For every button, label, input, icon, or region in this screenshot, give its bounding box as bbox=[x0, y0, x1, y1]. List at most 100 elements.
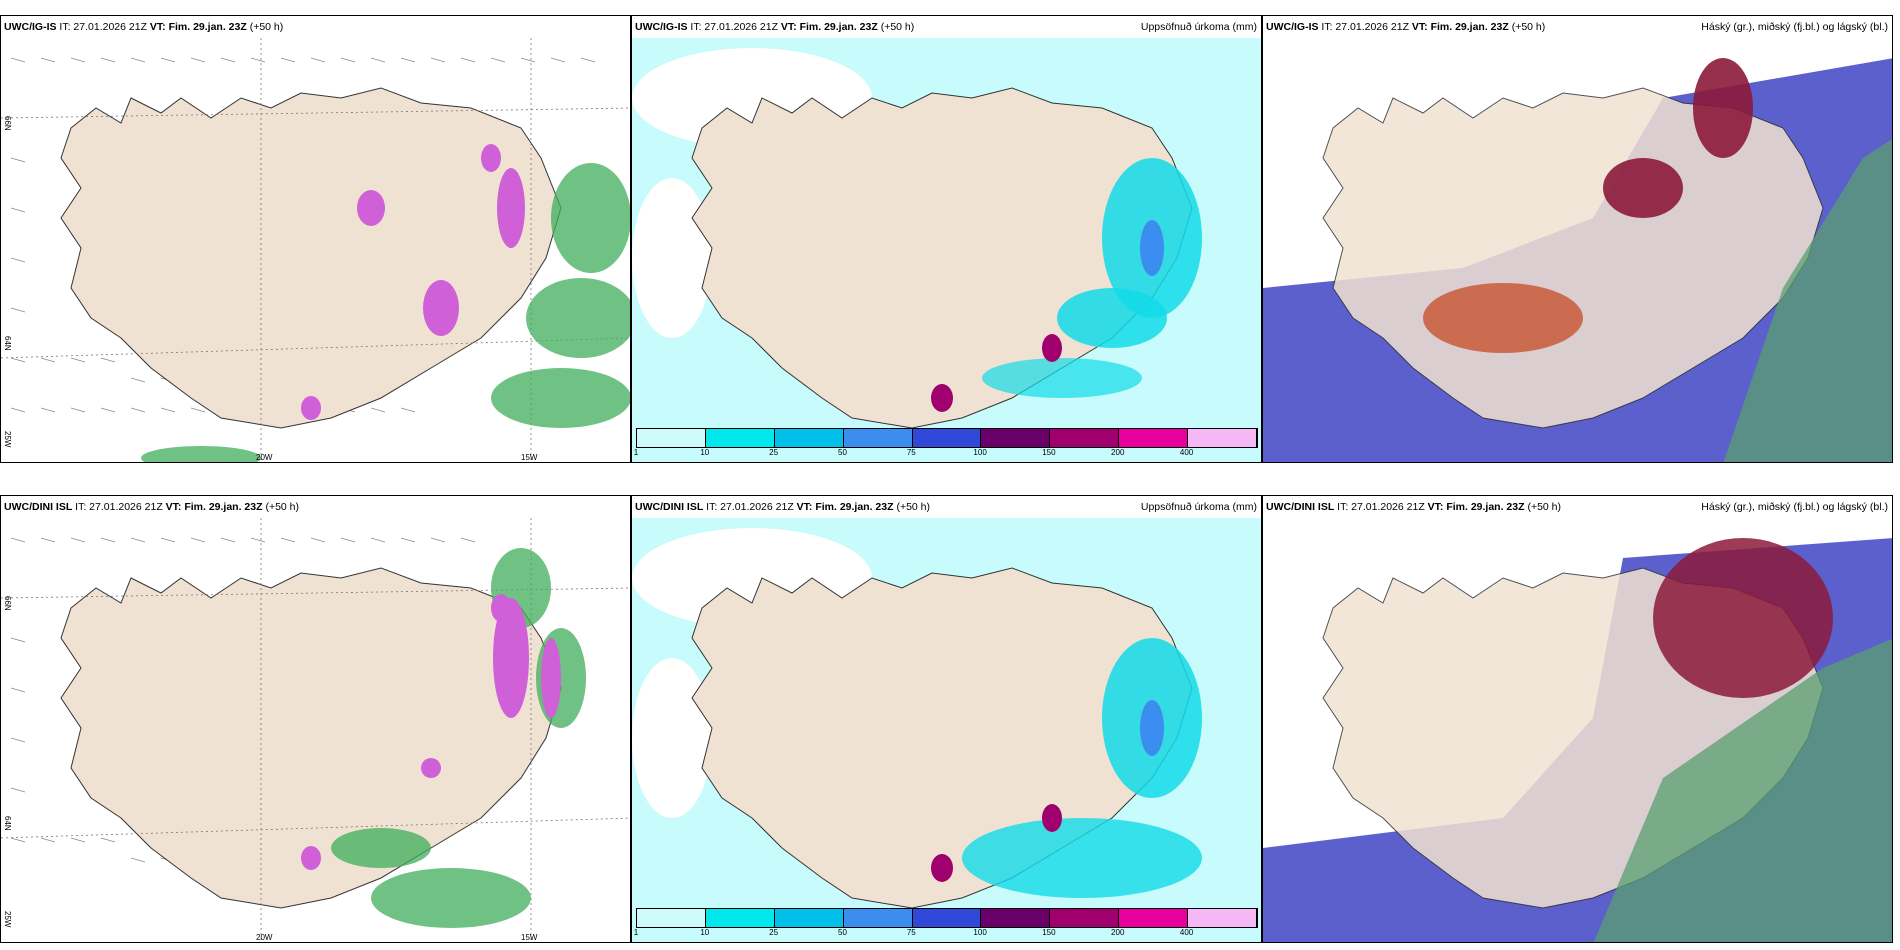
colorbar-tick: 10 bbox=[700, 928, 710, 937]
wind-barbs bbox=[10, 537, 476, 863]
valid-time: Fim. 29.jan. 23Z bbox=[815, 501, 894, 513]
colorbar-swatch bbox=[843, 909, 913, 927]
colorbar-tick: 75 bbox=[906, 448, 916, 457]
wind-precip-map bbox=[1, 518, 630, 942]
init-time: 27.01.2026 21Z bbox=[704, 21, 778, 33]
colorbar-tick: 100 bbox=[973, 928, 987, 937]
snow-areas bbox=[301, 144, 525, 420]
lon-label-2: 15W bbox=[521, 933, 538, 942]
valid-time: Fim. 29.jan. 23Z bbox=[1446, 501, 1525, 513]
colorbar-swatch bbox=[1119, 909, 1189, 927]
colorbar-swatch bbox=[843, 429, 913, 447]
colorbar-tick: 200 bbox=[1111, 928, 1125, 937]
colorbar-swatch bbox=[774, 429, 844, 447]
colorbar-tick: 100 bbox=[973, 448, 987, 457]
lat-label-2: 64N bbox=[3, 336, 12, 351]
colorbar-swatch bbox=[705, 909, 775, 927]
cloud-map bbox=[1263, 38, 1892, 462]
panel-header: UWC/IG-IS IT: 27.01.2026 21Z VT: Fim. 29… bbox=[632, 16, 1261, 38]
model-name: UWC/DINI ISL bbox=[635, 501, 704, 513]
colorbar-swatch bbox=[912, 909, 982, 927]
colorbar-tick: 75 bbox=[906, 928, 916, 937]
colorbar-tick: 25 bbox=[769, 928, 779, 937]
panel-header: UWC/DINI ISL IT: 27.01.2026 21Z VT: Fim.… bbox=[632, 496, 1261, 518]
valid-time: Fim. 29.jan. 23Z bbox=[799, 21, 878, 33]
wind-precip-map bbox=[1, 38, 630, 462]
panel-clouds-ig: UWC/IG-IS IT: 27.01.2026 21Z VT: Fim. 29… bbox=[1262, 15, 1893, 463]
panel-accum-precip-dini: UWC/DINI ISL IT: 27.01.2026 21Z VT: Fim.… bbox=[631, 495, 1262, 943]
colorbar-tick: 150 bbox=[1042, 448, 1056, 457]
panel-title: Háský (gr.), miðský (fj.bl.) og lágský (… bbox=[1701, 21, 1888, 33]
lon-label-1: 20W bbox=[256, 933, 273, 942]
panel-header: UWC/IG-IS IT: 27.01.2026 21Z VT: Fim. 29… bbox=[4, 21, 284, 33]
model-name: UWC/DINI ISL bbox=[1266, 501, 1335, 513]
colorbar-swatch bbox=[1188, 429, 1258, 447]
lon-label-2: 15W bbox=[521, 453, 538, 462]
vt-label: VT: bbox=[1427, 501, 1444, 513]
colorbar-tick: 400 bbox=[1179, 448, 1194, 457]
colorbar-tick: 1 bbox=[633, 928, 639, 937]
lon-label-3: 25W bbox=[3, 911, 12, 928]
lon-label-3: 25W bbox=[3, 431, 12, 448]
vt-label: VT: bbox=[165, 501, 182, 513]
colorbar-swatch bbox=[705, 429, 775, 447]
accum-precip-map bbox=[632, 518, 1261, 942]
accum-precip-map bbox=[632, 38, 1261, 462]
colorbar-swatch bbox=[1050, 429, 1120, 447]
colorbar bbox=[636, 428, 1258, 448]
model-name: UWC/IG-IS bbox=[635, 21, 688, 33]
lead-time: (+50 h) bbox=[880, 21, 915, 33]
colorbar-tick: 150 bbox=[1042, 928, 1056, 937]
valid-time: Fim. 29.jan. 23Z bbox=[184, 501, 263, 513]
cloud-map bbox=[1263, 518, 1892, 942]
colorbar-ticks: 1 10 25 50 75 100 150 200 400 bbox=[633, 928, 1256, 940]
panel-wind-precip-dini: UWC/DINI ISL IT: 27.01.2026 21Z VT: Fim.… bbox=[0, 495, 631, 943]
colorbar-swatch bbox=[1050, 909, 1120, 927]
precip-areas bbox=[931, 638, 1202, 898]
colorbar-swatch bbox=[637, 429, 706, 447]
colorbar-ticks: 1 10 25 50 75 100 150 200 400 bbox=[633, 448, 1256, 460]
colorbar-tick: 25 bbox=[769, 448, 779, 457]
panel-clouds-dini: UWC/DINI ISL IT: 27.01.2026 21Z VT: Fim.… bbox=[1262, 495, 1893, 943]
lead-time: (+50 h) bbox=[249, 21, 284, 33]
colorbar-tick: 50 bbox=[838, 448, 847, 457]
panel-header: UWC/DINI ISL IT: 27.01.2026 21Z VT: Fim.… bbox=[4, 501, 300, 513]
init-time: 27.01.2026 21Z bbox=[1351, 501, 1425, 513]
panel-accum-precip-ig: UWC/IG-IS IT: 27.01.2026 21Z VT: Fim. 29… bbox=[631, 15, 1262, 463]
colorbar-swatch bbox=[1119, 429, 1189, 447]
colorbar-swatch bbox=[981, 429, 1051, 447]
colorbar-swatch bbox=[1188, 909, 1258, 927]
colorbar bbox=[636, 908, 1258, 928]
snow-areas bbox=[301, 594, 561, 870]
lon-label-1: 20W bbox=[256, 453, 273, 462]
valid-time: Fim. 29.jan. 23Z bbox=[1430, 21, 1509, 33]
lat-label-1: 66N bbox=[3, 116, 12, 131]
precip-areas bbox=[931, 158, 1202, 412]
iceland-landmass bbox=[60, 87, 562, 429]
init-time: 27.01.2026 21Z bbox=[89, 501, 163, 513]
valid-time: Fim. 29.jan. 23Z bbox=[168, 21, 247, 33]
vt-label: VT: bbox=[1411, 21, 1428, 33]
lead-time: (+50 h) bbox=[896, 501, 931, 513]
colorbar-tick: 50 bbox=[838, 928, 847, 937]
colorbar-tick: 1 bbox=[633, 448, 639, 457]
panel-title: Háský (gr.), miðský (fj.bl.) og lágský (… bbox=[1701, 501, 1888, 513]
colorbar-swatch bbox=[981, 909, 1051, 927]
vt-label: VT: bbox=[780, 21, 797, 33]
panel-header: UWC/IG-IS IT: 27.01.2026 21Z VT: Fim. 29… bbox=[1263, 16, 1892, 38]
lead-time: (+50 h) bbox=[265, 501, 300, 513]
lead-time: (+50 h) bbox=[1527, 501, 1562, 513]
colorbar-tick: 10 bbox=[700, 448, 710, 457]
panel-wind-precip-ig: UWC/IG-IS IT: 27.01.2026 21Z VT: Fim. 29… bbox=[0, 15, 631, 463]
panel-header: UWC/DINI ISL IT: 27.01.2026 21Z VT: Fim.… bbox=[1263, 496, 1892, 518]
colorbar-swatch bbox=[774, 909, 844, 927]
lat-label-2: 64N bbox=[3, 816, 12, 831]
vt-label: VT: bbox=[796, 501, 813, 513]
model-name: UWC/IG-IS bbox=[1266, 21, 1319, 33]
vt-label: VT: bbox=[149, 21, 166, 33]
rain-areas bbox=[141, 163, 630, 462]
model-name: UWC/IG-IS bbox=[4, 21, 57, 33]
panel-title: Uppsöfnuð úrkoma (mm) bbox=[1140, 501, 1257, 513]
colorbar-swatch bbox=[637, 909, 706, 927]
lat-label-1: 66N bbox=[3, 596, 12, 611]
